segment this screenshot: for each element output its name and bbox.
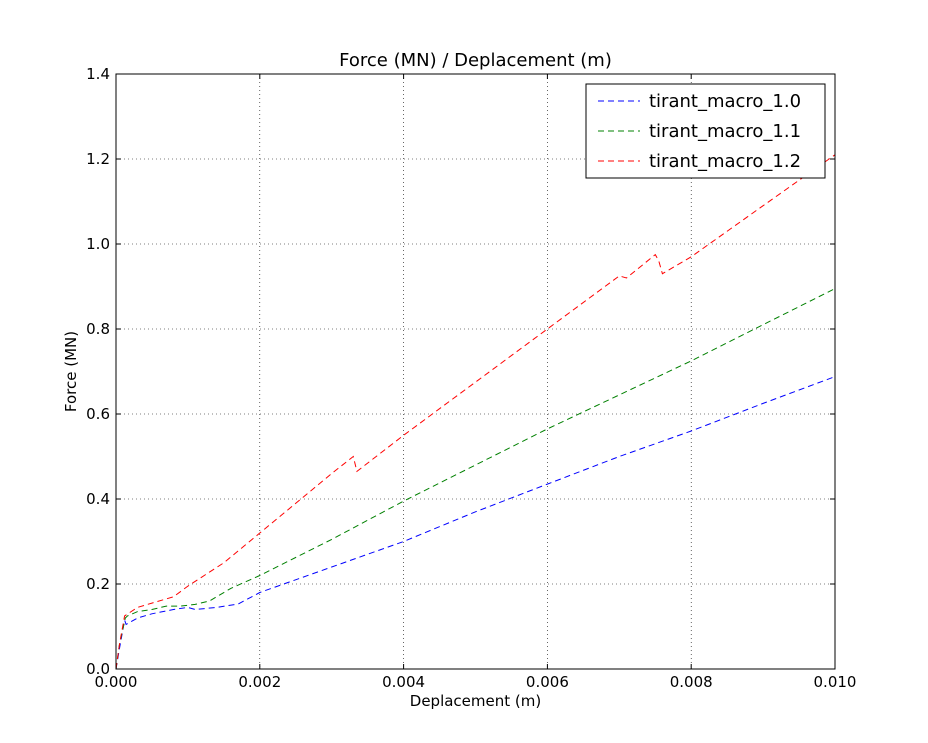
x-tick-label: 0.008: [670, 673, 713, 691]
legend-label: tirant_macro_1.0: [649, 91, 801, 112]
series-line-3: [115, 154, 836, 670]
axis-ticks: 0.000 0.002 0.004 0.006 0.008 0.010 0.0 0.2 0.4 0…: [86, 65, 856, 691]
x-tick-label: 0.010: [814, 673, 857, 691]
series-line-2: [115, 288, 836, 670]
x-tick-label: 0.000: [95, 673, 138, 691]
series-line-1: [115, 376, 836, 670]
y-tick-label: 1.4: [86, 65, 110, 83]
y-tick-label: 0.2: [86, 575, 110, 593]
y-tick-label: 1.2: [86, 150, 110, 168]
chart-title: Force (MN) / Deplacement (m): [339, 50, 612, 71]
y-tick-label: 0.8: [86, 320, 110, 338]
plot-area-frame: [115, 73, 836, 670]
y-tick-label: 0.4: [86, 490, 110, 508]
y-tick-label: 0.6: [86, 405, 110, 423]
x-tick-label: 0.004: [382, 673, 425, 691]
legend-label: tirant_macro_1.2: [649, 151, 801, 172]
series-layer: [115, 154, 836, 670]
y-tick-label: 0.0: [86, 660, 110, 678]
x-tick-label: 0.006: [526, 673, 569, 691]
y-axis-label: Force (MN): [62, 331, 80, 412]
x-tick-label: 0.002: [238, 673, 281, 691]
legend: tirant_macro_1.0 tirant_macro_1.1 tirant_m…: [585, 83, 826, 179]
legend-box: [585, 83, 826, 179]
x-axis-label: Deplacement (m): [410, 692, 541, 710]
legend-label: tirant_macro_1.1: [649, 121, 801, 142]
y-tick-label: 1.0: [86, 235, 110, 253]
